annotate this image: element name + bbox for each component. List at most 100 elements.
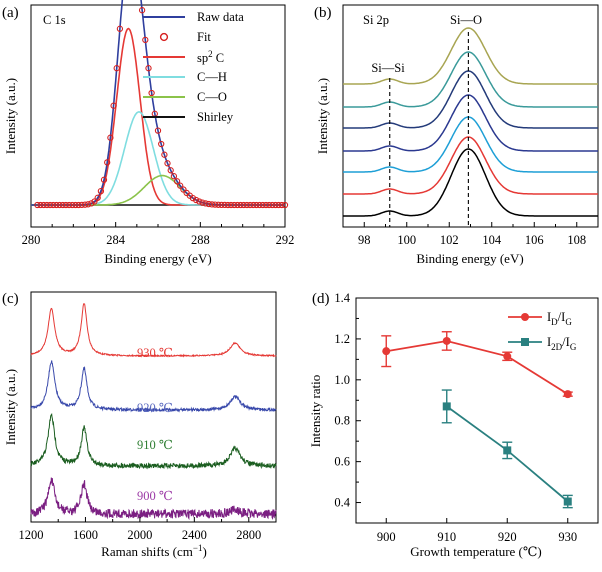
fit-point — [148, 89, 155, 97]
component-curve-2 — [31, 174, 285, 206]
fit-point — [34, 201, 41, 209]
fit-point — [199, 199, 206, 206]
x-tick-label-d: 900 — [377, 530, 396, 544]
raman-spectrum-1 — [30, 360, 277, 413]
temperature-label-910: 910 ℃ — [137, 438, 173, 452]
y-tick-label-d: 0.4 — [334, 496, 350, 510]
ticks-c: 1200 1600 2000 2400 2800 — [19, 517, 261, 542]
y-axis-title-c: Intensity (a.u.) — [3, 369, 18, 445]
panel-label-d: (d) — [312, 291, 330, 307]
legend-label-shirley: Shirley — [197, 110, 234, 124]
fit-point — [243, 201, 251, 209]
y-tick-label-d: 1.0 — [334, 373, 350, 387]
legend-swatch-fit — [159, 32, 169, 42]
x-tick-label-d: 920 — [498, 530, 517, 544]
fit-point — [170, 173, 178, 180]
fit-point — [62, 201, 70, 209]
panel-d: (d) 900 910 920 930 0.4 0.6 0.8 1.0 1.2 1.4 ID/IG… — [308, 291, 599, 559]
fit-point — [177, 182, 184, 189]
fit-point — [100, 176, 108, 183]
annotation-sisi: Si—Si — [371, 61, 405, 75]
component-curve-1 — [31, 111, 285, 206]
ratio-point-i2d-ig — [563, 497, 572, 506]
x-axis-title-b: Binding energy (eV) — [416, 251, 523, 266]
x-tick-label-b: 106 — [525, 233, 544, 247]
fit-point — [180, 186, 187, 193]
fit-point — [256, 201, 263, 209]
fit-point — [215, 201, 222, 208]
legend-label-i2d-ig: I2D/IG — [547, 335, 577, 352]
fit-point — [192, 196, 200, 204]
panel-label-c: (c) — [2, 291, 19, 307]
legend-d: ID/IG I2D/IG — [508, 310, 577, 352]
fit-point — [278, 201, 285, 209]
fit-point — [107, 134, 114, 141]
fit-point — [272, 201, 279, 209]
x-tick-label-c: 2000 — [127, 528, 152, 542]
raman-spectrum-2 — [30, 413, 277, 470]
fit-point — [237, 201, 244, 209]
x-axis-title-d: Growth temperature (℃) — [410, 544, 542, 559]
fit-point — [97, 187, 105, 195]
x-tick-label-d: 910 — [437, 530, 456, 544]
fit-point — [53, 201, 60, 209]
si2p-curve-5 — [343, 136, 598, 195]
x-tick-label-a: 284 — [106, 233, 126, 247]
ticks-a: 280 284 288 292 — [22, 222, 294, 247]
fit-point — [211, 201, 219, 208]
ticks-d: 900 910 920 930 0.4 0.6 0.8 1.0 1.2 1.4 — [334, 291, 577, 544]
fit-point — [240, 201, 247, 209]
fit-point — [113, 65, 120, 72]
x-tick-label-b: 104 — [482, 233, 502, 247]
plot-frame-c — [30, 291, 277, 523]
si2p-curve-4 — [343, 116, 598, 173]
si2p-curve-6 — [343, 148, 598, 217]
raman-spectrum-0 — [30, 303, 277, 358]
temperature-label-920: 920 ℃ — [137, 401, 173, 415]
fit-point — [56, 201, 63, 209]
fit-point — [262, 201, 270, 209]
fit-point — [250, 201, 257, 209]
x-tick-label-d: 930 — [558, 530, 577, 544]
fit-point — [234, 201, 241, 209]
plot-frame-d — [355, 297, 599, 524]
panel-c: (c) 930 ℃ 920 ℃ 910 ℃ 900 ℃ 1200 1600 2000… — [2, 291, 277, 559]
x-tick-label-c: 1600 — [73, 528, 98, 542]
fit-point — [94, 194, 101, 201]
panel-label-a: (a) — [2, 5, 19, 21]
fit-point — [40, 201, 47, 209]
fit-point — [78, 201, 85, 209]
legend-label-id-ig: ID/IG — [547, 310, 572, 327]
y-axis-title-b: Intensity (a.u.) — [315, 78, 330, 154]
fit-point — [224, 201, 232, 209]
curves-c — [30, 303, 277, 521]
fit-point — [72, 201, 79, 209]
x-tick-label-c: 1200 — [19, 528, 44, 542]
ratio-point-i2d-ig — [442, 402, 451, 411]
fit-point — [164, 160, 171, 167]
raw-data-line — [31, 0, 285, 206]
si2p-curve-3 — [343, 94, 598, 152]
x-tick-label-b: 102 — [440, 233, 459, 247]
fit-point — [218, 201, 225, 209]
x-tick-label-b: 100 — [397, 233, 416, 247]
legend-label-ch: C—H — [197, 70, 227, 84]
fit-point — [189, 194, 197, 202]
fit-point — [196, 198, 203, 205]
x-tick-label-c: 2800 — [236, 528, 261, 542]
curves-a — [31, 0, 289, 209]
series-d — [381, 331, 573, 509]
legend-marker-i2d-ig — [521, 338, 529, 346]
annotation-c1s: C 1s — [43, 13, 66, 27]
ratio-point-i2d-ig — [503, 446, 512, 455]
fit-point — [227, 201, 235, 209]
legend-label-co: C—O — [197, 90, 227, 104]
fit-point — [205, 200, 212, 208]
fit-point — [231, 201, 238, 209]
x-tick-label-a: 280 — [22, 233, 41, 247]
fit-point — [154, 127, 162, 134]
legend-label-sp2: sp2 C — [197, 49, 224, 65]
fit-point — [59, 201, 66, 209]
x-tick-label-b: 108 — [567, 233, 586, 247]
